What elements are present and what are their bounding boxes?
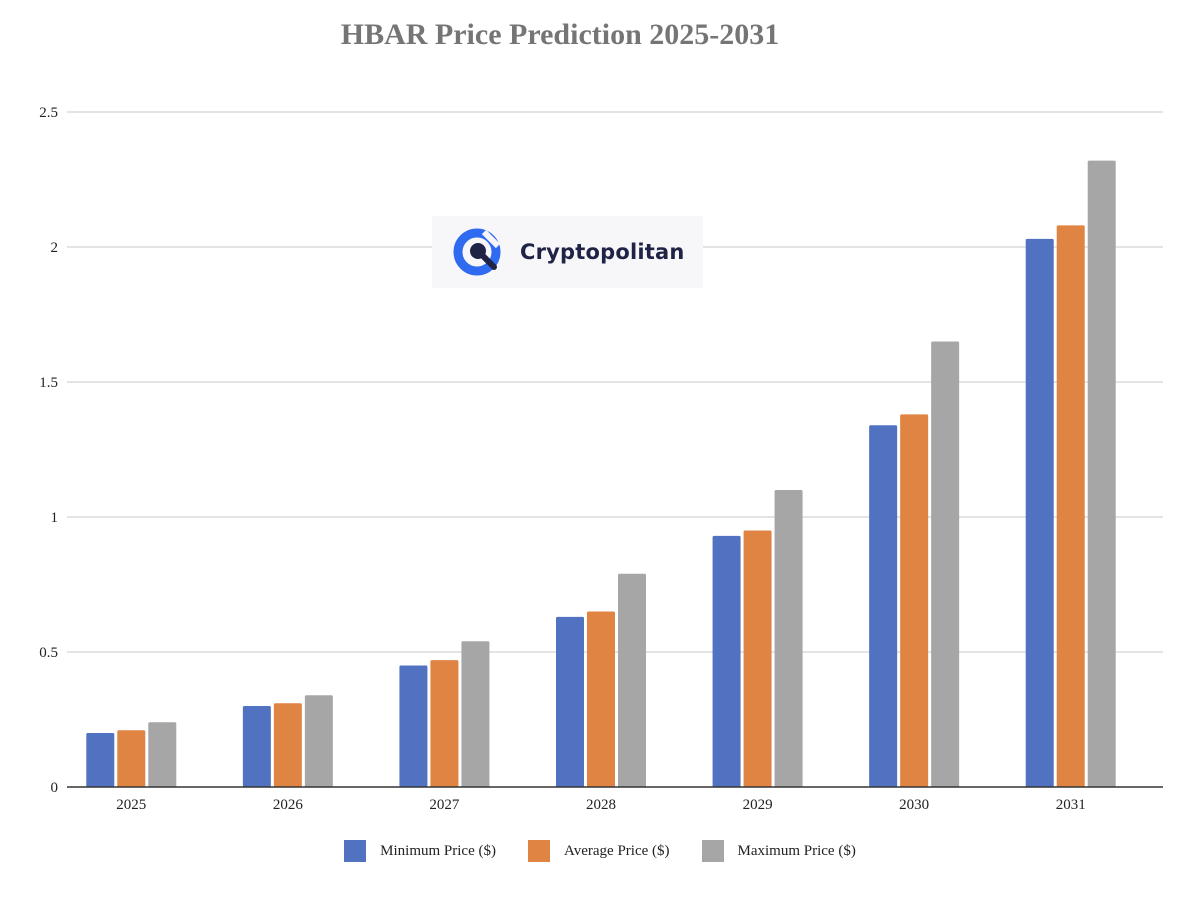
legend-label: Maximum Price ($) — [737, 842, 856, 859]
y-tick-label: 2.5 — [39, 105, 58, 121]
y-tick-label: 1 — [51, 510, 59, 526]
y-axis-ticks: 0 0.5 1 1.5 2 2.5 — [39, 105, 58, 796]
bar-2031-minimum — [1025, 238, 1054, 787]
bar-2029-minimum — [712, 535, 741, 787]
bar-2028-average — [587, 611, 615, 787]
bar-2030-maximum — [931, 341, 960, 787]
legend-swatch — [701, 840, 724, 862]
x-tick-label: 2030 — [899, 797, 929, 813]
x-axis-ticks: 2025 2026 2027 2028 2029 2030 2031 — [116, 797, 1085, 813]
bar-2025-maximum — [148, 722, 177, 787]
watermark-text: Cryptopolitan — [520, 240, 685, 264]
bar-2027-maximum — [461, 641, 490, 787]
bar-2027-minimum — [399, 665, 428, 787]
x-tick-label: 2031 — [1056, 797, 1086, 813]
bar-2031-maximum — [1087, 160, 1116, 788]
bar-2030-average — [900, 414, 929, 787]
grid-lines — [67, 111, 1163, 653]
bar-2030-minimum — [869, 425, 898, 787]
bar-2025-average — [117, 730, 146, 787]
bar-2031-average — [1056, 225, 1085, 787]
y-tick-label: 0 — [51, 780, 59, 796]
bar-2029-maximum — [774, 490, 803, 787]
x-tick-label: 2028 — [586, 797, 616, 813]
x-tick-label: 2026 — [273, 797, 304, 813]
legend-item: Minimum Price ($) — [344, 840, 496, 862]
legend-label: Average Price ($) — [564, 842, 670, 859]
bar-2028-minimum — [556, 616, 584, 787]
bars — [86, 160, 1116, 788]
bar-2025-minimum — [86, 733, 115, 787]
bar-2028-maximum — [618, 573, 646, 787]
bar-2026-minimum — [242, 706, 271, 787]
y-tick-label: 2 — [51, 240, 59, 256]
bar-2029-average — [743, 530, 772, 787]
legend-item: Average Price ($) — [528, 840, 670, 862]
x-tick-label: 2027 — [429, 797, 460, 813]
chart-title: HBAR Price Prediction 2025-2031 — [340, 18, 780, 51]
x-tick-label: 2029 — [743, 797, 773, 813]
legend: Minimum Price ($) Average Price ($) Maximu… — [0, 840, 1200, 862]
bar-2027-average — [430, 660, 459, 787]
legend-item: Maximum Price ($) — [701, 840, 856, 862]
y-tick-label: 0.5 — [39, 645, 58, 661]
legend-swatch — [344, 840, 367, 862]
watermark-logo: Cryptopolitan — [432, 216, 703, 288]
legend-swatch — [528, 840, 550, 862]
y-tick-label: 1.5 — [39, 375, 58, 391]
cryptopolitan-logo-icon — [453, 228, 501, 276]
legend-label: Minimum Price ($) — [380, 842, 496, 859]
bar-2026-maximum — [304, 695, 333, 787]
bar-2026-average — [273, 703, 302, 787]
x-tick-label: 2025 — [116, 797, 146, 813]
